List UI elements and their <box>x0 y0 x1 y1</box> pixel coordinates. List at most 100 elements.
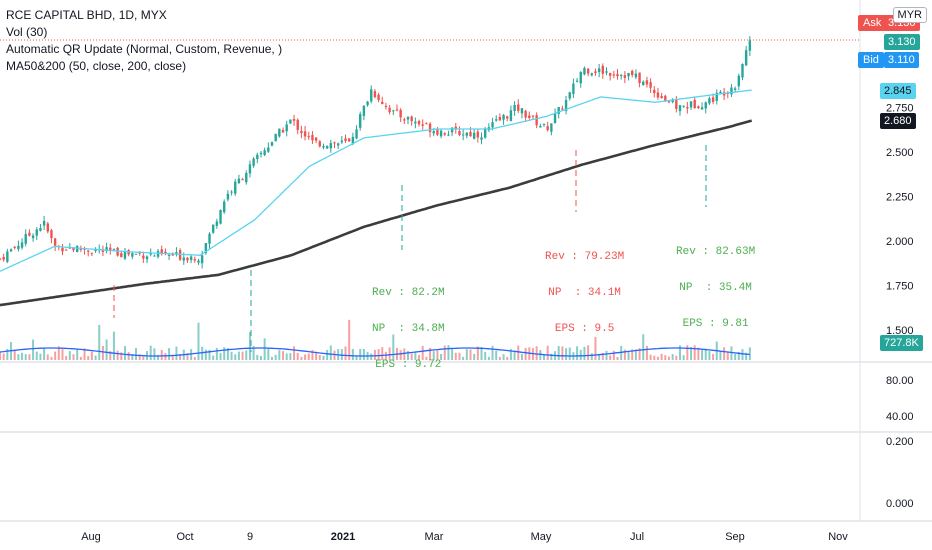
candle <box>487 123 491 133</box>
candle-body <box>612 74 616 76</box>
candle-body <box>355 129 358 139</box>
candle-body <box>278 128 281 137</box>
candle-body <box>35 229 38 236</box>
candle-body <box>458 130 461 136</box>
candle-body <box>13 246 16 248</box>
volume-bar <box>179 354 182 360</box>
volume-bar <box>748 347 751 360</box>
candle-body <box>730 87 733 95</box>
candle-body <box>72 247 75 251</box>
candle-body <box>432 131 435 134</box>
candle <box>399 108 402 123</box>
volume-tag: 727.8K <box>880 335 923 351</box>
legend-qr-update[interactable]: Automatic QR Update (Normal, Custom, Rev… <box>6 42 283 56</box>
volume-bar <box>701 350 704 360</box>
candle <box>634 69 638 80</box>
volume-bar <box>440 353 443 360</box>
candle-body <box>697 106 700 109</box>
volume-bar <box>160 349 163 360</box>
candle-body <box>719 91 722 94</box>
volume-bar <box>447 345 450 360</box>
volume-bar <box>197 322 200 360</box>
candle <box>388 105 391 115</box>
volume-bar <box>307 353 310 360</box>
annotation-rev: Rev : 79.23M <box>545 251 625 263</box>
volume-bar <box>344 346 347 360</box>
candle <box>693 96 696 109</box>
earnings-annotation: Rev : 79.23M NP : 34.1M EPS : 9.5 <box>545 227 624 347</box>
volume-ma-line <box>0 347 750 357</box>
volume-bar <box>0 351 1 360</box>
candle-body <box>450 127 454 133</box>
candle-body <box>579 72 582 84</box>
volume-bar <box>315 351 318 360</box>
candle-body <box>153 255 156 257</box>
volume-bar <box>271 356 274 360</box>
candle-body <box>329 143 333 149</box>
candle <box>131 252 134 260</box>
candle-body <box>439 130 443 137</box>
candle-body <box>447 134 450 136</box>
candle-body <box>715 92 718 101</box>
candle <box>605 67 608 76</box>
volume-bar <box>123 346 126 360</box>
candle <box>322 143 325 150</box>
volume-bar <box>565 348 568 360</box>
candle <box>101 245 105 257</box>
candle <box>550 123 553 136</box>
volume-bar <box>373 349 376 360</box>
legend-volume[interactable]: Vol (30) <box>6 25 48 39</box>
volume-bar <box>712 353 715 360</box>
candle-body <box>248 164 252 174</box>
candle-body <box>550 123 553 132</box>
candle <box>748 36 752 56</box>
candle-body <box>517 104 520 111</box>
volume-bar <box>594 336 597 360</box>
volume-bar <box>21 352 24 360</box>
time-tick-label: 2021 <box>331 531 355 543</box>
candle-body <box>660 96 663 99</box>
candle-body <box>303 131 307 137</box>
candle-body <box>2 256 5 260</box>
candle-body <box>682 105 685 107</box>
price-tick-label: 1.500 <box>886 325 914 337</box>
volume-bar <box>498 356 501 360</box>
candle <box>189 255 193 264</box>
legend-ma[interactable]: MA50&200 (50, close, 200, close) <box>6 59 187 73</box>
volume-bar <box>601 353 604 360</box>
volume-bar <box>351 349 354 360</box>
candle <box>395 104 399 112</box>
candle-body <box>535 115 538 126</box>
candle <box>6 248 9 264</box>
candle-body <box>634 73 638 78</box>
candle-body <box>421 124 424 126</box>
volume-bar <box>381 347 384 360</box>
time-tick-label: Oct <box>176 531 193 543</box>
currency-button[interactable]: MYR <box>892 7 927 23</box>
volume-bar <box>425 356 428 360</box>
volume-bar <box>660 353 663 360</box>
volume-bar <box>311 349 314 360</box>
candle <box>278 128 281 138</box>
candle <box>623 71 627 84</box>
volume-bar <box>491 345 494 360</box>
volume-bar <box>274 354 277 360</box>
volume-bar <box>443 345 446 360</box>
volume-bar <box>561 346 564 360</box>
volume-bar <box>616 356 619 360</box>
volume-bar <box>392 334 395 360</box>
candle-body <box>189 256 193 261</box>
candle <box>281 127 285 133</box>
volume-bar <box>484 351 487 360</box>
volume-bar <box>241 351 244 360</box>
candle-body <box>318 141 321 147</box>
candle-body <box>656 92 660 98</box>
candle-body <box>498 117 502 121</box>
candle <box>197 258 200 265</box>
candle-body <box>109 247 112 251</box>
candle <box>2 253 5 262</box>
volume-bar <box>72 354 75 360</box>
candle <box>612 70 616 79</box>
candle-body <box>325 146 329 149</box>
